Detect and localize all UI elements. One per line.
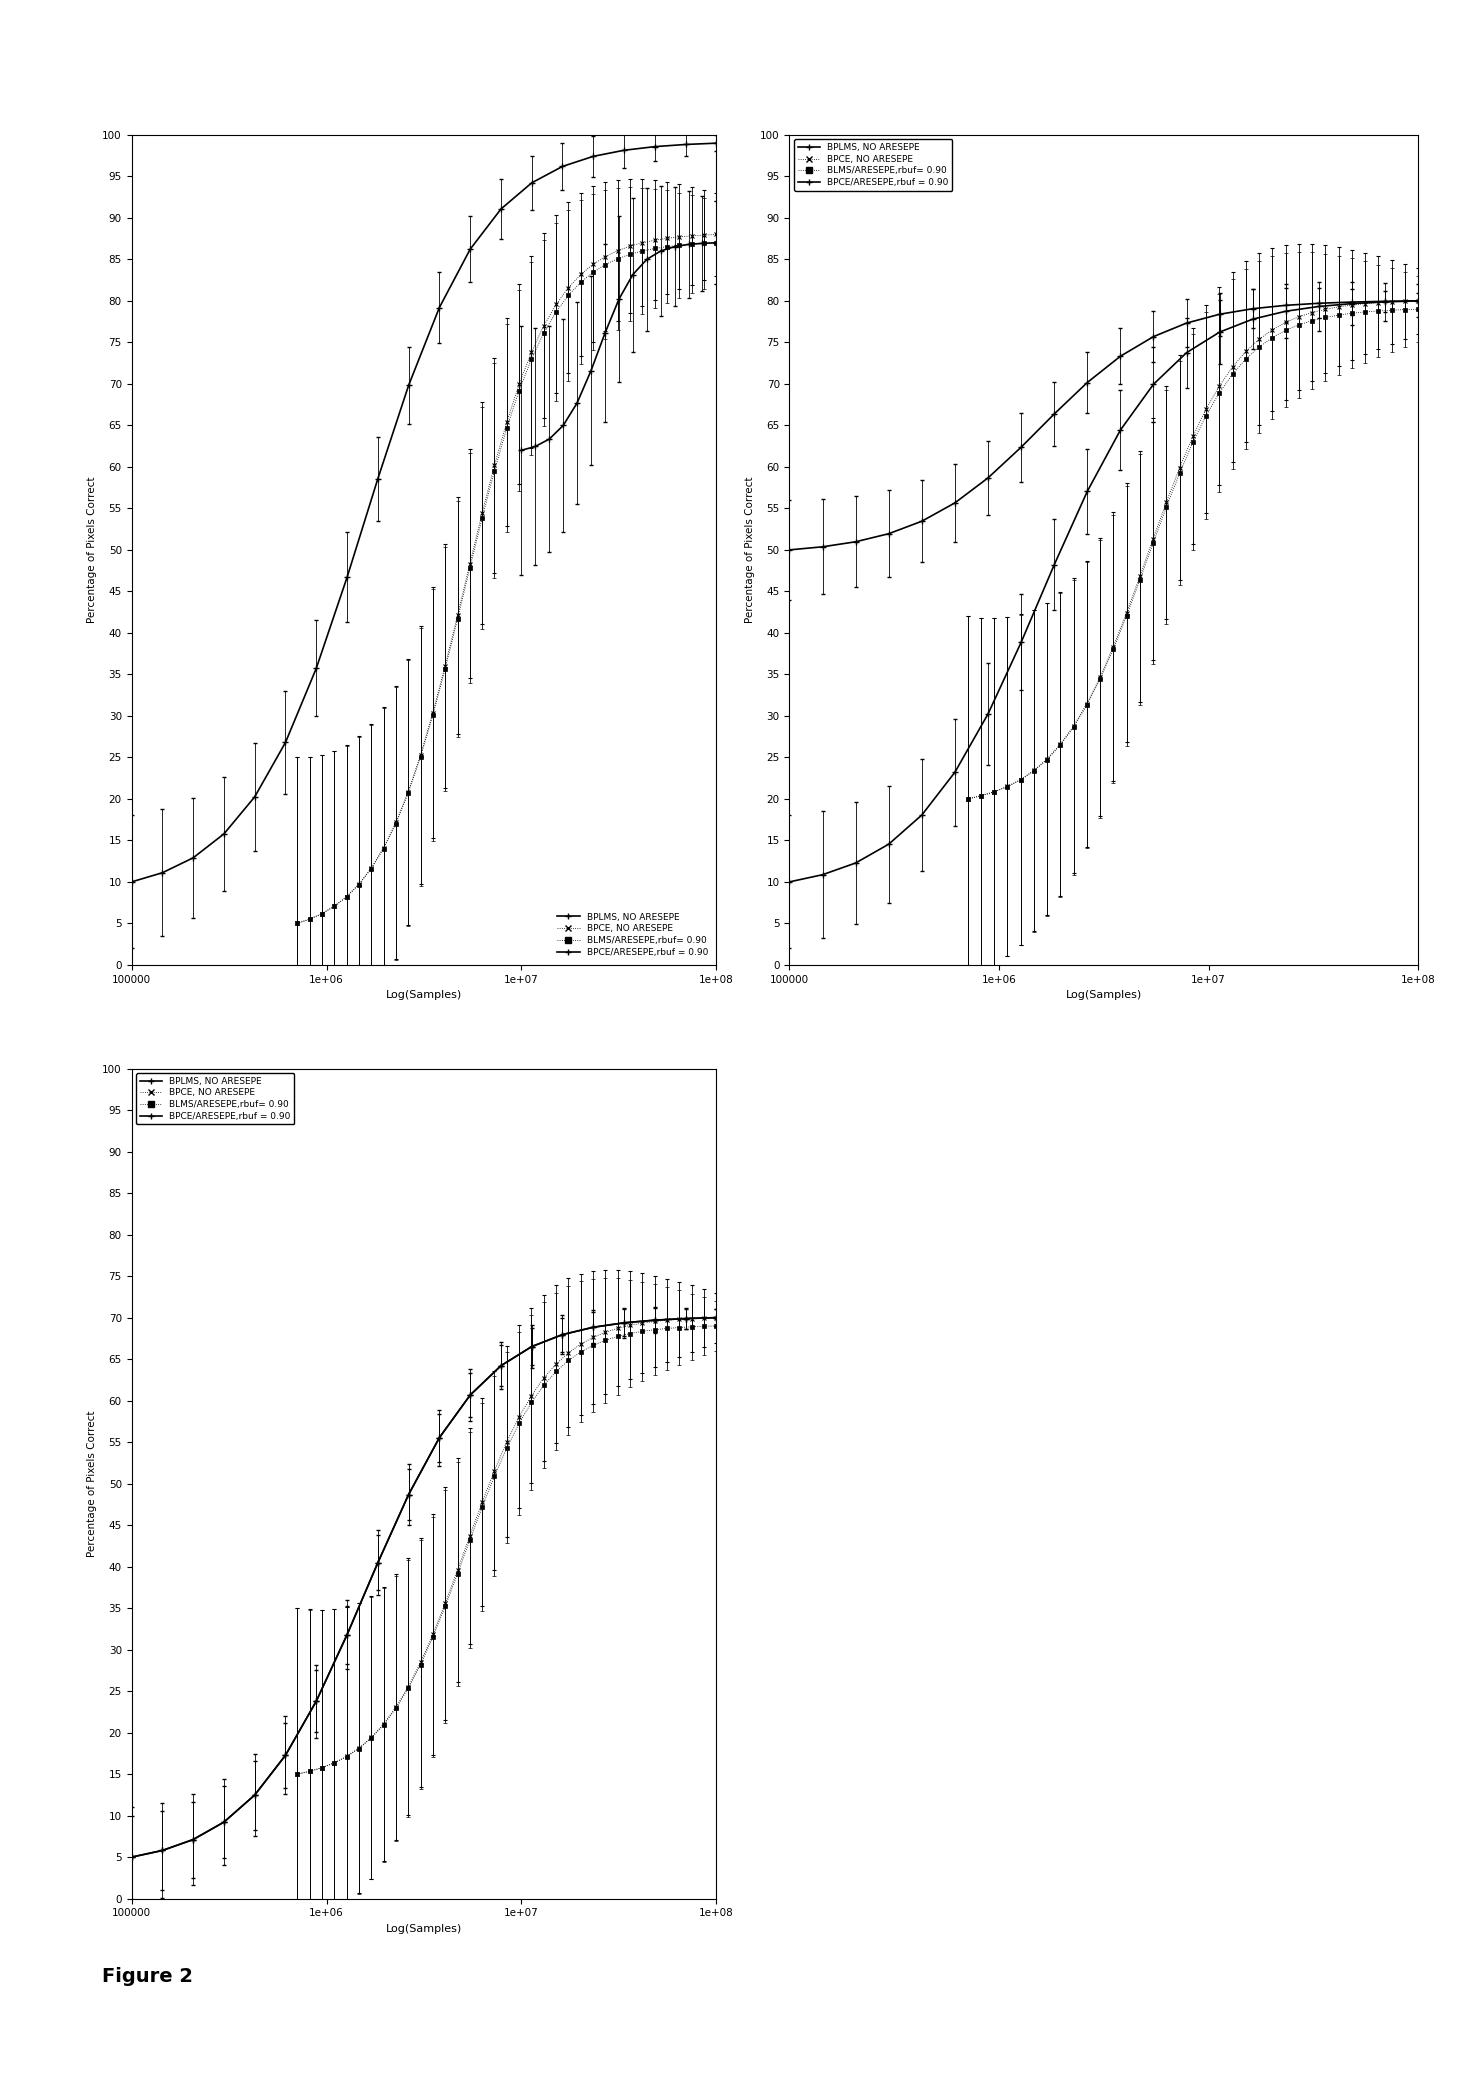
Legend: BPLMS, NO ARESEPE, BPCE, NO ARESEPE, BLMS/ARESEPE,rbuf= 0.90, BPCE/ARESEPE,rbuf : BPLMS, NO ARESEPE, BPCE, NO ARESEPE, BLM… bbox=[554, 909, 712, 961]
X-axis label: Log(Samples): Log(Samples) bbox=[386, 1924, 462, 1934]
Y-axis label: Percentage of Pixels Correct: Percentage of Pixels Correct bbox=[744, 477, 754, 622]
X-axis label: Log(Samples): Log(Samples) bbox=[386, 990, 462, 1000]
X-axis label: Log(Samples): Log(Samples) bbox=[1066, 990, 1142, 1000]
Text: Figure 2: Figure 2 bbox=[102, 1967, 193, 1986]
Legend: BPLMS, NO ARESEPE, BPCE, NO ARESEPE, BLMS/ARESEPE,rbuf= 0.90, BPCE/ARESEPE,rbuf : BPLMS, NO ARESEPE, BPCE, NO ARESEPE, BLM… bbox=[794, 139, 952, 191]
Y-axis label: Percentage of Pixels Correct: Percentage of Pixels Correct bbox=[86, 477, 96, 622]
Y-axis label: Percentage of Pixels Correct: Percentage of Pixels Correct bbox=[86, 1411, 96, 1556]
Legend: BPLMS, NO ARESEPE, BPCE, NO ARESEPE, BLMS/ARESEPE,rbuf= 0.90, BPCE/ARESEPE,rbuf : BPLMS, NO ARESEPE, BPCE, NO ARESEPE, BLM… bbox=[136, 1073, 294, 1125]
